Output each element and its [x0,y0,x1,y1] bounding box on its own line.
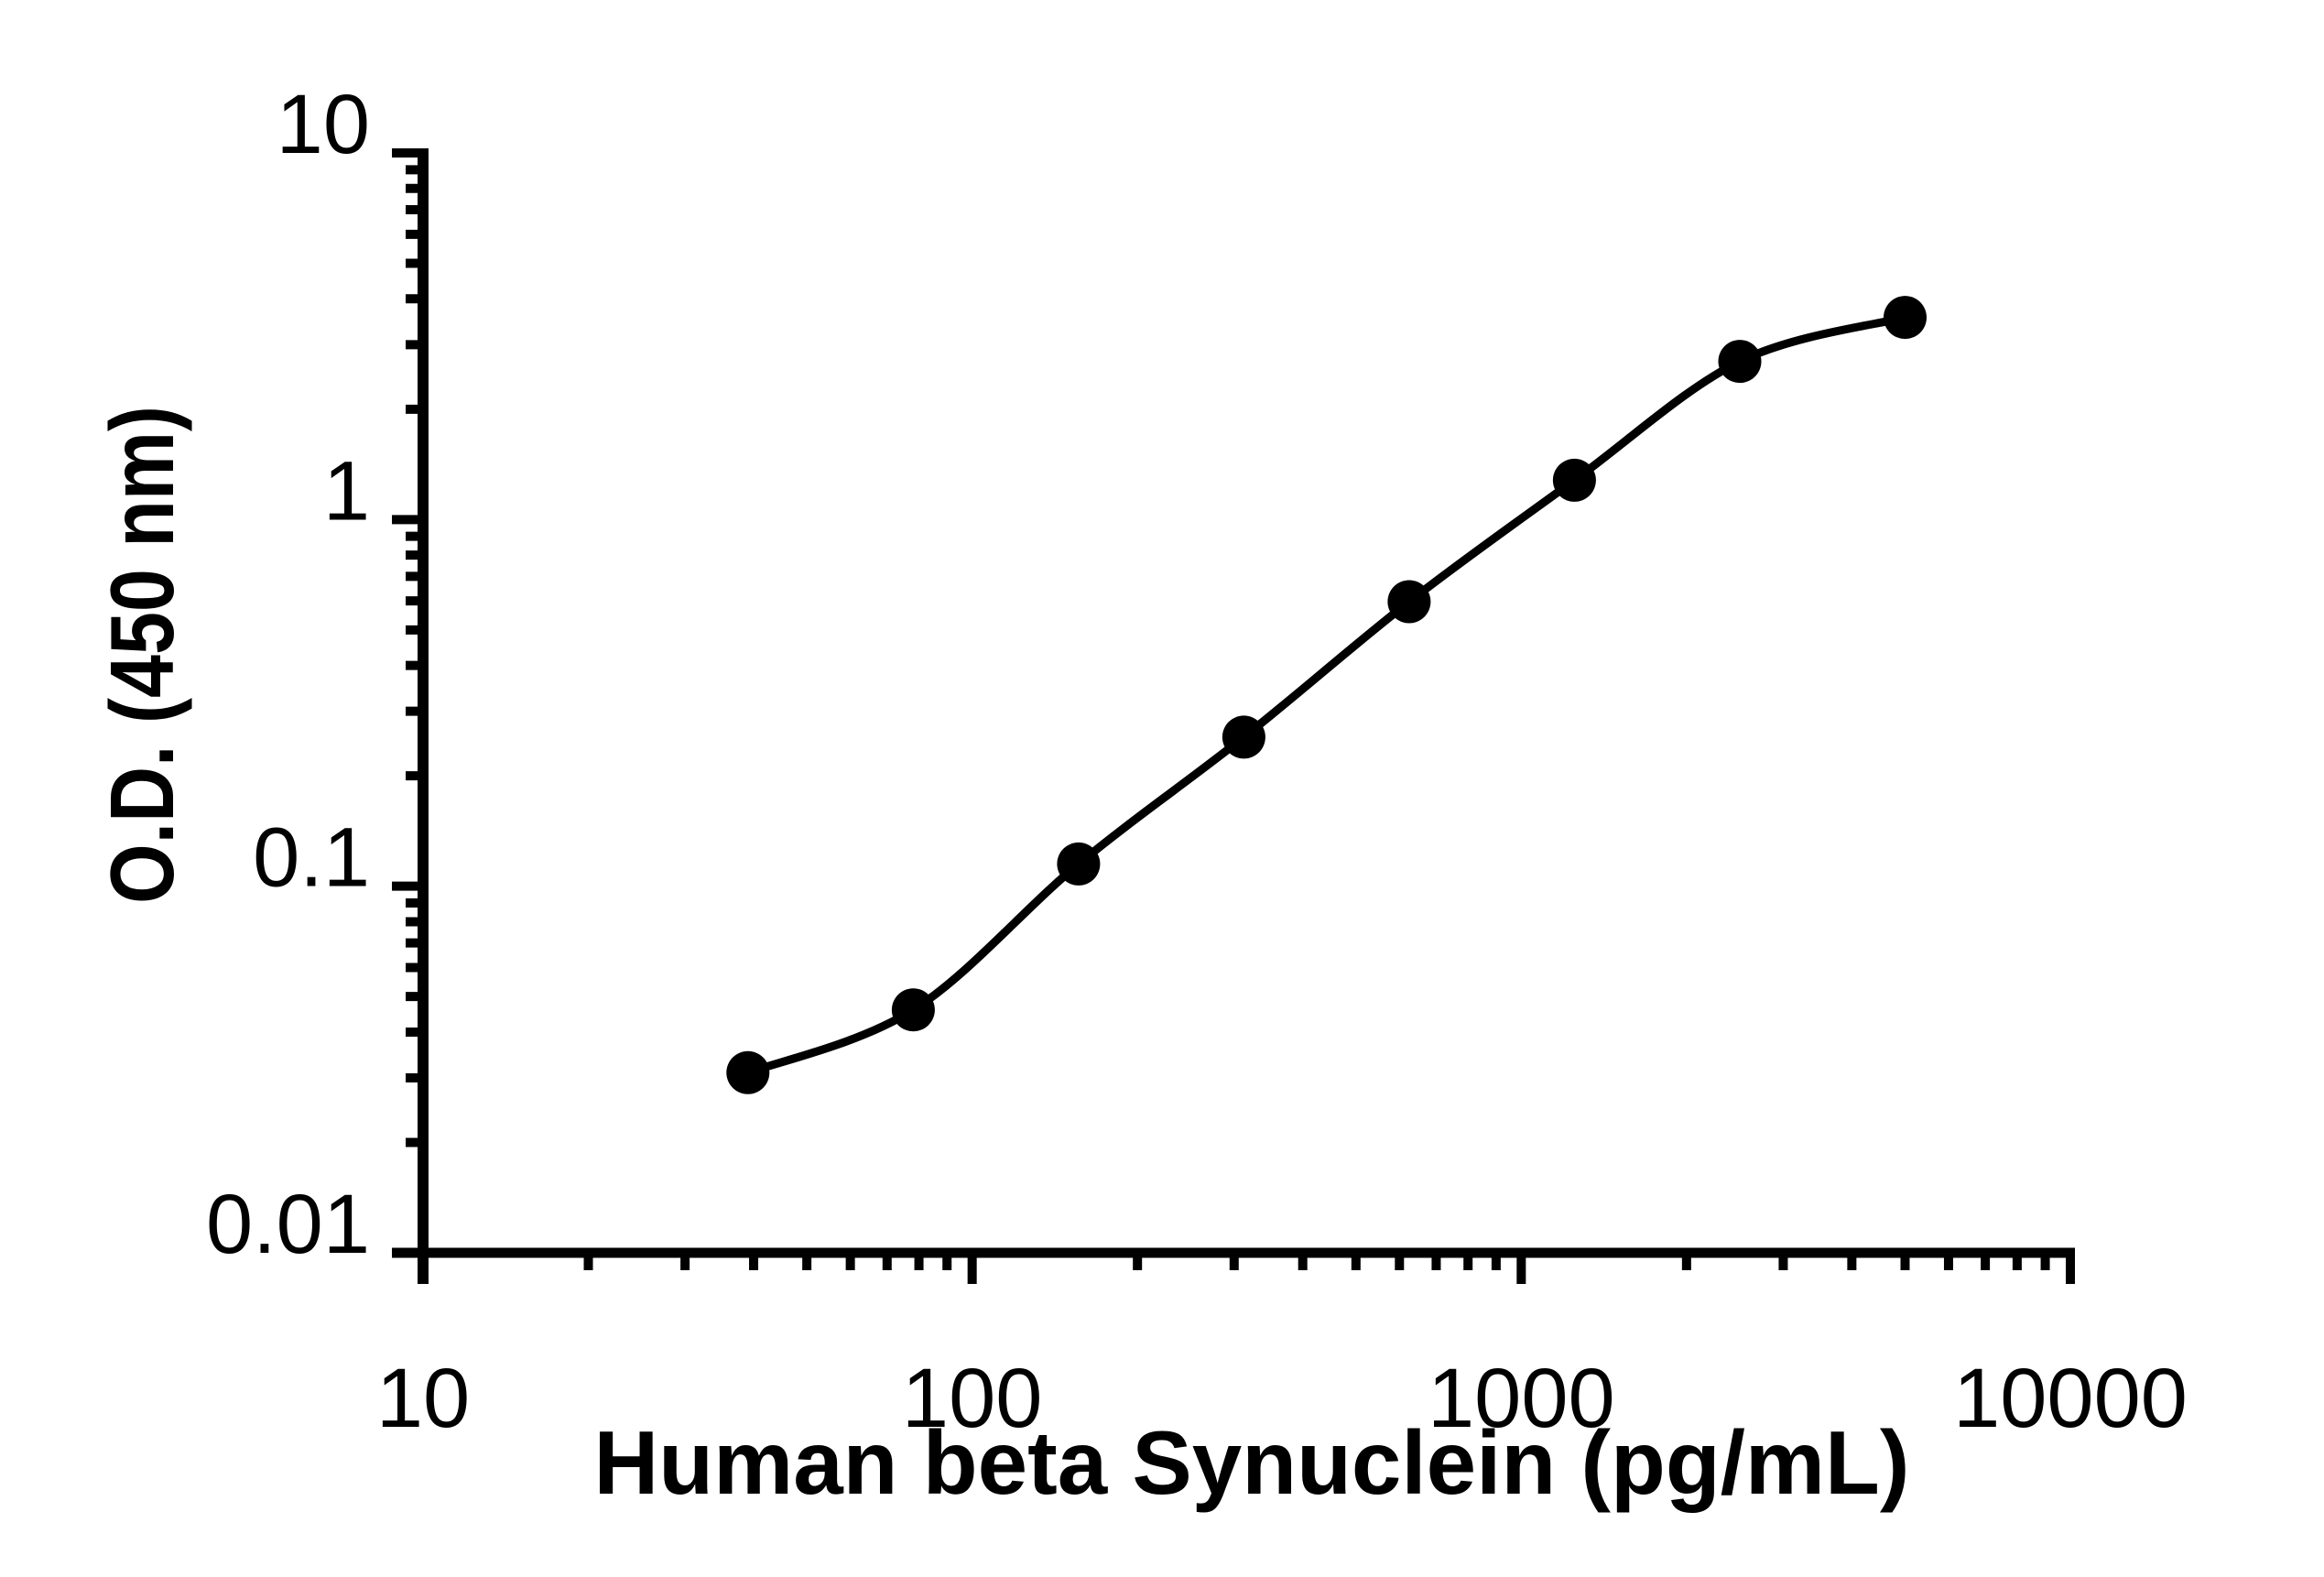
y-tick-label: 1 [323,444,370,538]
data-point [1387,580,1431,624]
data-points [726,296,1927,1094]
x-tick-label: 1000 [1428,1352,1615,1445]
y-tick-label: 0.01 [206,1178,370,1271]
x-axis-title: Human beta Synuclein (pg/mL) [594,1412,1910,1513]
data-point [726,1050,770,1094]
x-tick-label: 100 [902,1352,1043,1445]
y-axis-title: O.D. (450 nm) [92,406,192,904]
y-tick-label: 0.1 [253,811,370,905]
data-point [891,988,935,1032]
data-point [1222,715,1265,759]
fit-curve [744,313,1909,1077]
y-axis-tick-labels: 0.01 0.1 1 10 [206,78,370,1271]
data-point [1057,842,1101,886]
y-tick-label: 10 [277,78,370,171]
x-tick-label: 10000 [1953,1352,2188,1445]
data-point [1884,296,1927,340]
x-tick-label: 10 [376,1352,470,1445]
data-point [1718,340,1762,384]
x-axis-tick-labels: 10 100 1000 10000 [376,1352,2188,1445]
data-point [1552,458,1596,502]
